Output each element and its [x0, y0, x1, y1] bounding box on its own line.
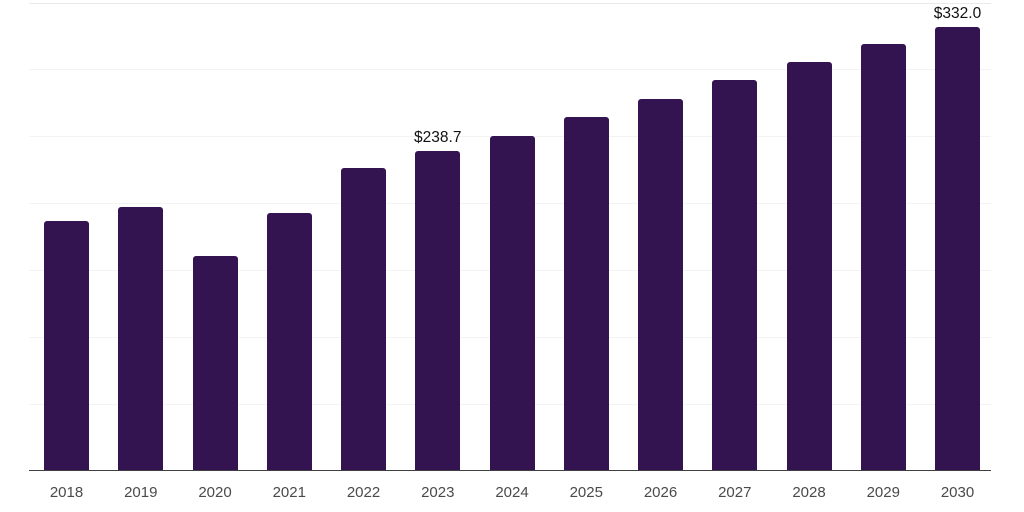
x-tick-label-2028: 2028 [792, 484, 826, 501]
x-tick-label-2018: 2018 [49, 484, 84, 501]
bar-2020[interactable] [192, 255, 238, 471]
bar-2022[interactable] [341, 167, 386, 471]
x-tick-label-2021: 2021 [272, 484, 306, 501]
x-tick-label-2027: 2027 [718, 484, 752, 501]
x-tick-label-2019: 2019 [124, 484, 158, 501]
bar-2030[interactable] [935, 26, 980, 471]
x-tick-label-2026: 2026 [643, 484, 678, 501]
x-tick-label-2023: 2023 [421, 484, 455, 501]
x-tick-label-2025: 2025 [569, 484, 603, 501]
data-label-2030: $332.0 [933, 4, 982, 22]
x-tick-label-2029: 2029 [866, 484, 900, 501]
bar-2028[interactable] [786, 62, 832, 471]
bar-2024[interactable] [489, 135, 535, 471]
bar-2026[interactable] [638, 98, 683, 471]
x-tick-label-2030: 2030 [940, 484, 975, 501]
gridline-350 [29, 2, 991, 4]
bar-2025[interactable] [563, 116, 609, 471]
gridline-300 [29, 69, 991, 71]
bar-2019[interactable] [118, 207, 164, 471]
data-label-2023: $238.7 [414, 129, 462, 147]
x-tick-label-2020: 2020 [198, 484, 232, 501]
bar-2023[interactable] [415, 151, 461, 471]
bar-2021[interactable] [266, 212, 312, 471]
bar-2029[interactable] [860, 43, 906, 471]
x-tick-label-2022: 2022 [346, 484, 381, 501]
bar-2018[interactable] [44, 220, 89, 471]
bar-2027[interactable] [712, 79, 758, 471]
x-axis-line [29, 469, 991, 472]
x-tick-label-2024: 2024 [495, 484, 529, 501]
